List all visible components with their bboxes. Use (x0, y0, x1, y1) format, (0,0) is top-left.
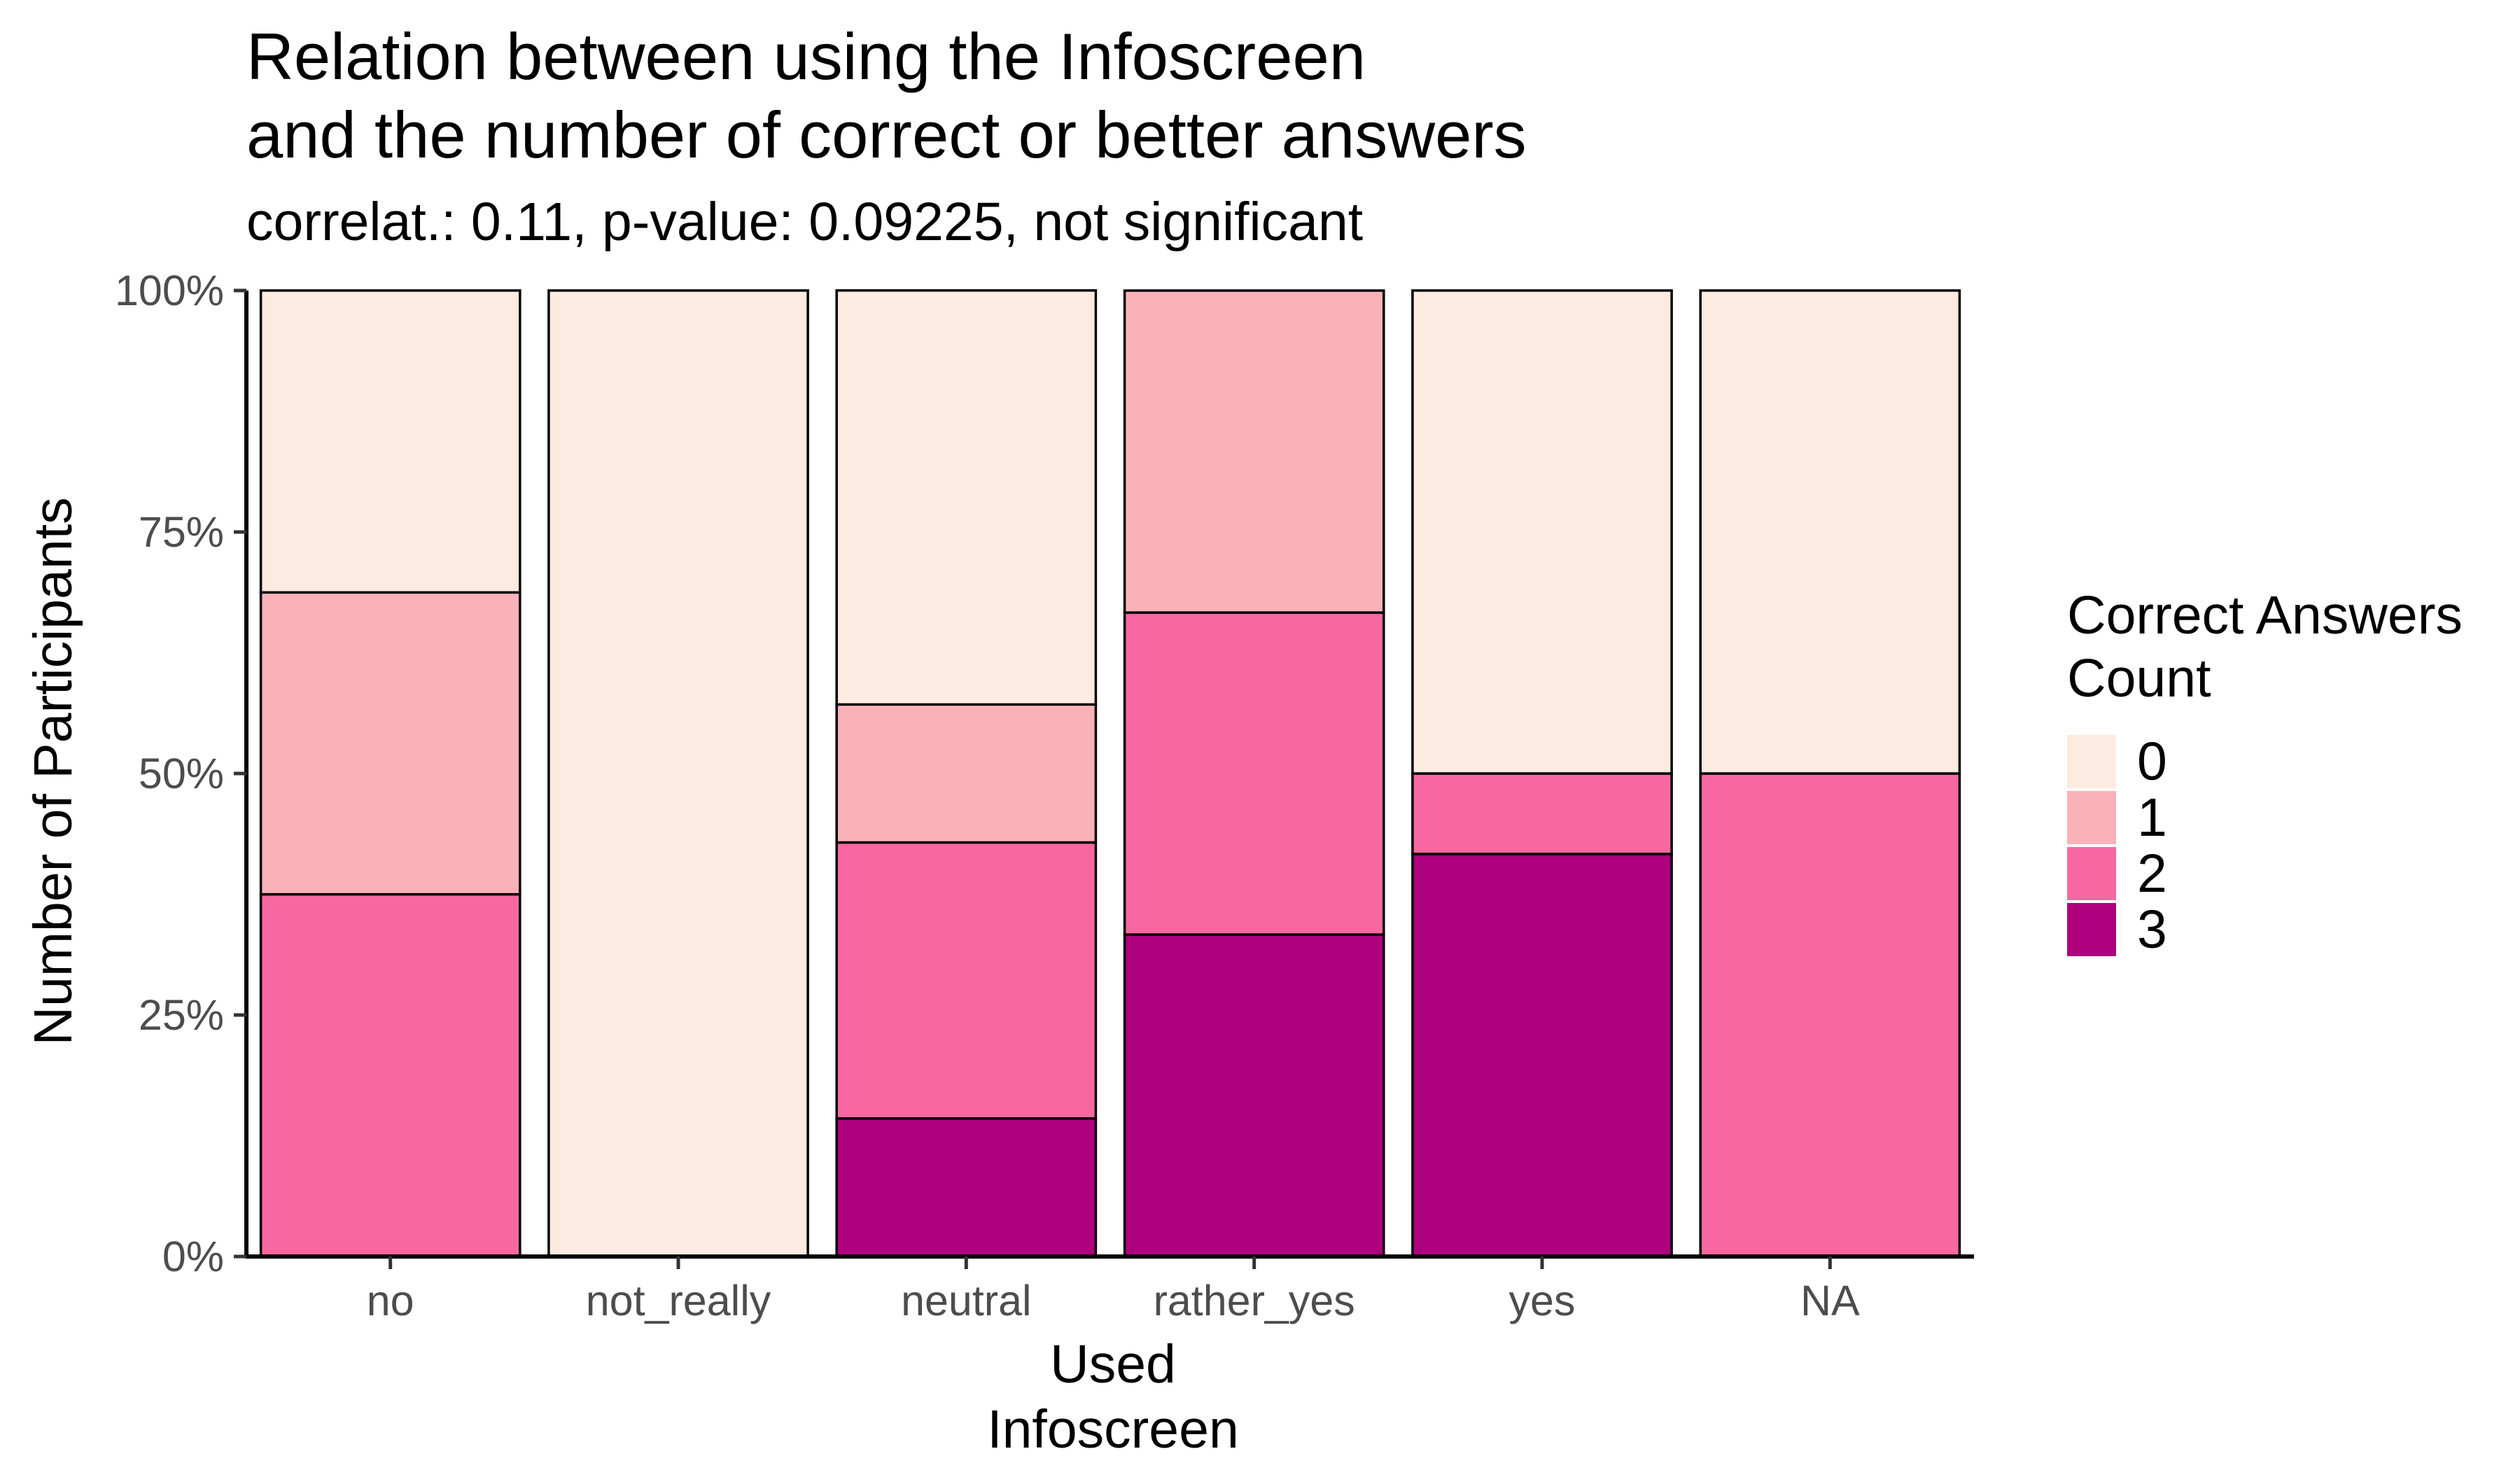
x-axis-title-line-1: Used (1050, 1334, 1176, 1394)
y-tick-label: 0% (162, 1233, 224, 1280)
x-tick-label: rather_yes (1154, 1277, 1355, 1324)
bar-segment-neutral-count-1 (835, 703, 1098, 844)
bars-layer (259, 289, 1961, 1258)
legend-label-2: 2 (2137, 844, 2167, 904)
legend-title-line-2: Count (2067, 648, 2211, 708)
chart-title-line-2: and the number of correct or better answ… (246, 98, 1527, 172)
bar-segment-rather_yes-count-2 (1123, 611, 1385, 936)
bar-segment-NA-count-2 (1699, 772, 1961, 1258)
bar-segment-yes-count-3 (1411, 853, 1673, 1258)
x-tick-label: neutral (901, 1277, 1032, 1324)
legend-label-3: 3 (2137, 899, 2167, 960)
x-tick-label: NA (1800, 1277, 1860, 1324)
bar-segment-neutral-count-0 (835, 289, 1098, 706)
bar-segment-yes-count-2 (1411, 772, 1673, 855)
bar-segment-no-count-2 (259, 892, 522, 1258)
bar-segment-rather_yes-count-3 (1123, 933, 1385, 1258)
bar-segment-no-count-0 (259, 289, 522, 594)
x-tick-label: not_really (586, 1277, 771, 1324)
legend-swatch-1 (2067, 791, 2116, 844)
y-tick-label: 50% (139, 750, 224, 797)
x-axis-title-line-2: Infoscreen (987, 1399, 1239, 1460)
bar-segment-neutral-count-3 (835, 1117, 1098, 1258)
bar-segment-neutral-count-2 (835, 841, 1098, 1120)
x-tick-label: yes (1509, 1277, 1576, 1324)
y-tick-label: 75% (139, 508, 224, 556)
axes-layer: 0% 25% 50% 75% 100% no not_really neutral rather… (115, 267, 1974, 1324)
y-tick-label: 100% (115, 267, 224, 314)
legend-swatch-2 (2067, 847, 2116, 900)
legend-label-1: 1 (2137, 788, 2167, 848)
legend-swatch-3 (2067, 903, 2116, 956)
bar-segment-NA-count-0 (1699, 289, 1961, 775)
chart-title-line-1: Relation between using the Infoscreen (246, 20, 1366, 93)
legend-swatch-0 (2067, 735, 2116, 788)
bar-segment-not_really-count-0 (547, 289, 809, 1258)
x-tick-label: no (367, 1277, 414, 1324)
bar-segment-rather_yes-count-1 (1123, 289, 1385, 614)
chart-subtitle: correlat.: 0.11, p-value: 0.09225, not s… (246, 192, 1363, 252)
y-tick-label: 25% (139, 991, 224, 1039)
y-axis-title: Number of Participants (23, 497, 83, 1045)
bar-segment-no-count-1 (259, 591, 522, 896)
bar-segment-yes-count-0 (1411, 289, 1673, 775)
legend-label-0: 0 (2137, 732, 2167, 792)
legend-title-line-1: Correct Answers (2067, 585, 2463, 645)
